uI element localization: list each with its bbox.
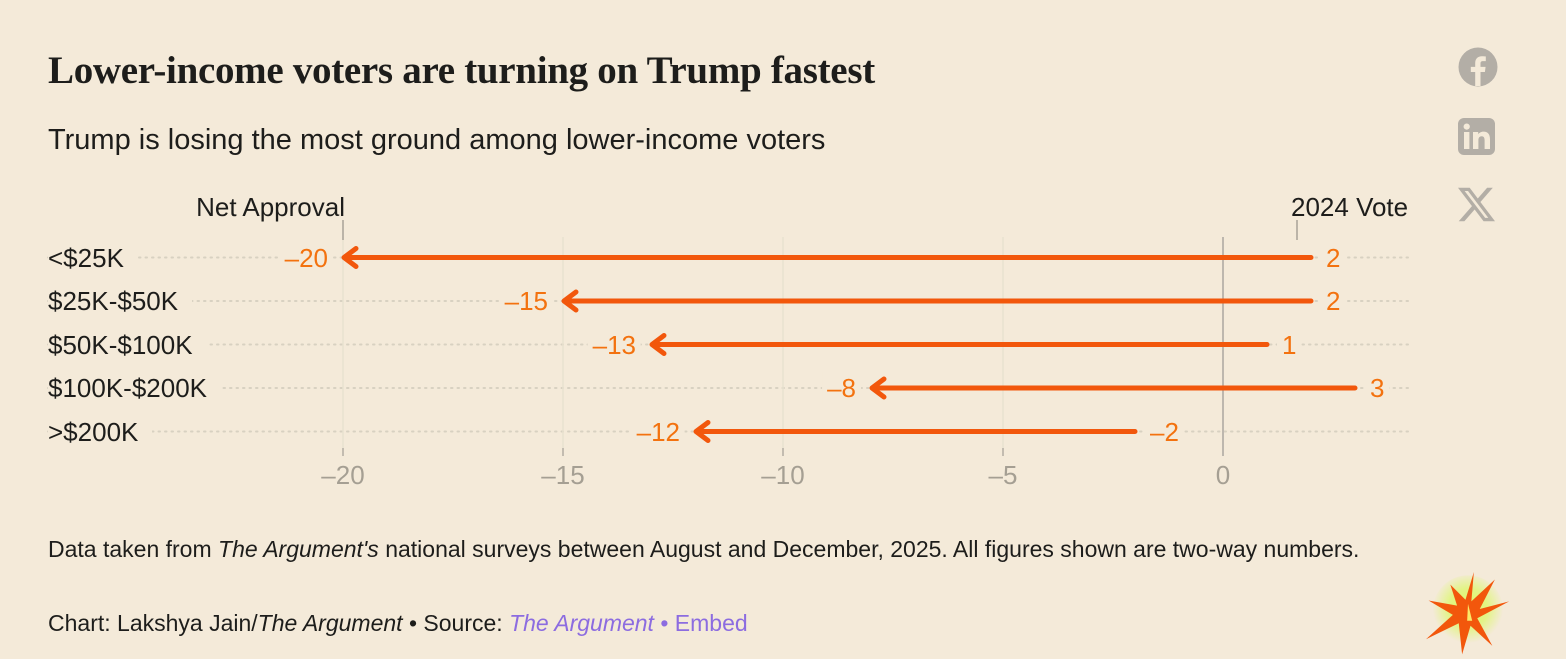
- footer-text: national surveys between August and Dece…: [378, 536, 1360, 562]
- arrow-head: [693, 420, 711, 443]
- net-approval-value: –8: [822, 372, 861, 404]
- footer-text: • Source:: [402, 610, 510, 636]
- axis-tick-label: –15: [541, 460, 585, 490]
- axis-tick-label: –20: [321, 460, 365, 490]
- arrow-head: [649, 333, 667, 356]
- arrow-head: [869, 376, 887, 400]
- net-approval-value: –12: [631, 415, 685, 448]
- footer-text: The Argument's: [218, 536, 379, 562]
- footer-link[interactable]: •: [653, 610, 675, 636]
- net-approval-value: –15: [499, 285, 553, 317]
- column-header-2024-vote: 2024 Vote: [1291, 192, 1409, 222]
- axis-tick-label: –5: [988, 460, 1018, 490]
- net-approval-value: –20: [279, 241, 333, 274]
- row-label: <$25K: [48, 241, 138, 274]
- chart-canvas: [47, 220, 1413, 456]
- row-label: $100K-$200K: [48, 372, 222, 404]
- linkedin-icon: [1458, 118, 1495, 155]
- byline: Chart: Lakshya Jain/The Argument • Sourc…: [48, 608, 1348, 639]
- column-header-net-approval: Net Approval: [196, 192, 345, 222]
- source-link[interactable]: The Argument: [509, 610, 654, 636]
- facebook-share-icon[interactable]: [1458, 47, 1498, 92]
- axis-tick-label: –10: [761, 460, 805, 490]
- axis-tick-label: 0: [1215, 460, 1231, 490]
- share-toolbar: [1458, 47, 1498, 228]
- vote-2024-value: 1: [1277, 328, 1302, 361]
- facebook-icon: [1458, 47, 1498, 87]
- net-approval-value: –13: [587, 328, 641, 361]
- page-title: Lower-income voters are turning on Trump…: [48, 49, 875, 92]
- row-label: $25K-$50K: [48, 285, 193, 317]
- row-label: >$200K: [48, 415, 153, 448]
- argument-starburst-logo: [1426, 572, 1510, 656]
- embed-link[interactable]: Embed: [674, 610, 748, 636]
- x-share-icon[interactable]: [1458, 186, 1498, 228]
- footer-text: The Argument: [257, 610, 403, 636]
- vote-2024-value: –2: [1145, 415, 1184, 448]
- arrow-head: [341, 246, 359, 269]
- footnote: Data taken from The Argument's national …: [48, 534, 1384, 565]
- vote-2024-value: 2: [1321, 285, 1346, 317]
- arrow-head: [561, 289, 579, 313]
- vote-2024-value: 3: [1365, 372, 1390, 404]
- arrow-chart: Net Approval 2024 Vote <$25K –20 2 $25K-$50…: [0, 190, 1566, 500]
- x-twitter-icon: [1458, 187, 1495, 222]
- vote-2024-value: 2: [1321, 241, 1346, 274]
- chart-subtitle: Trump is losing the most ground among lo…: [48, 124, 826, 156]
- row-label: $50K-$100K: [48, 328, 207, 361]
- footer-text: Chart: Lakshya Jain/: [48, 610, 258, 636]
- footer-text: Data taken from: [48, 536, 219, 562]
- linkedin-share-icon[interactable]: [1458, 118, 1498, 160]
